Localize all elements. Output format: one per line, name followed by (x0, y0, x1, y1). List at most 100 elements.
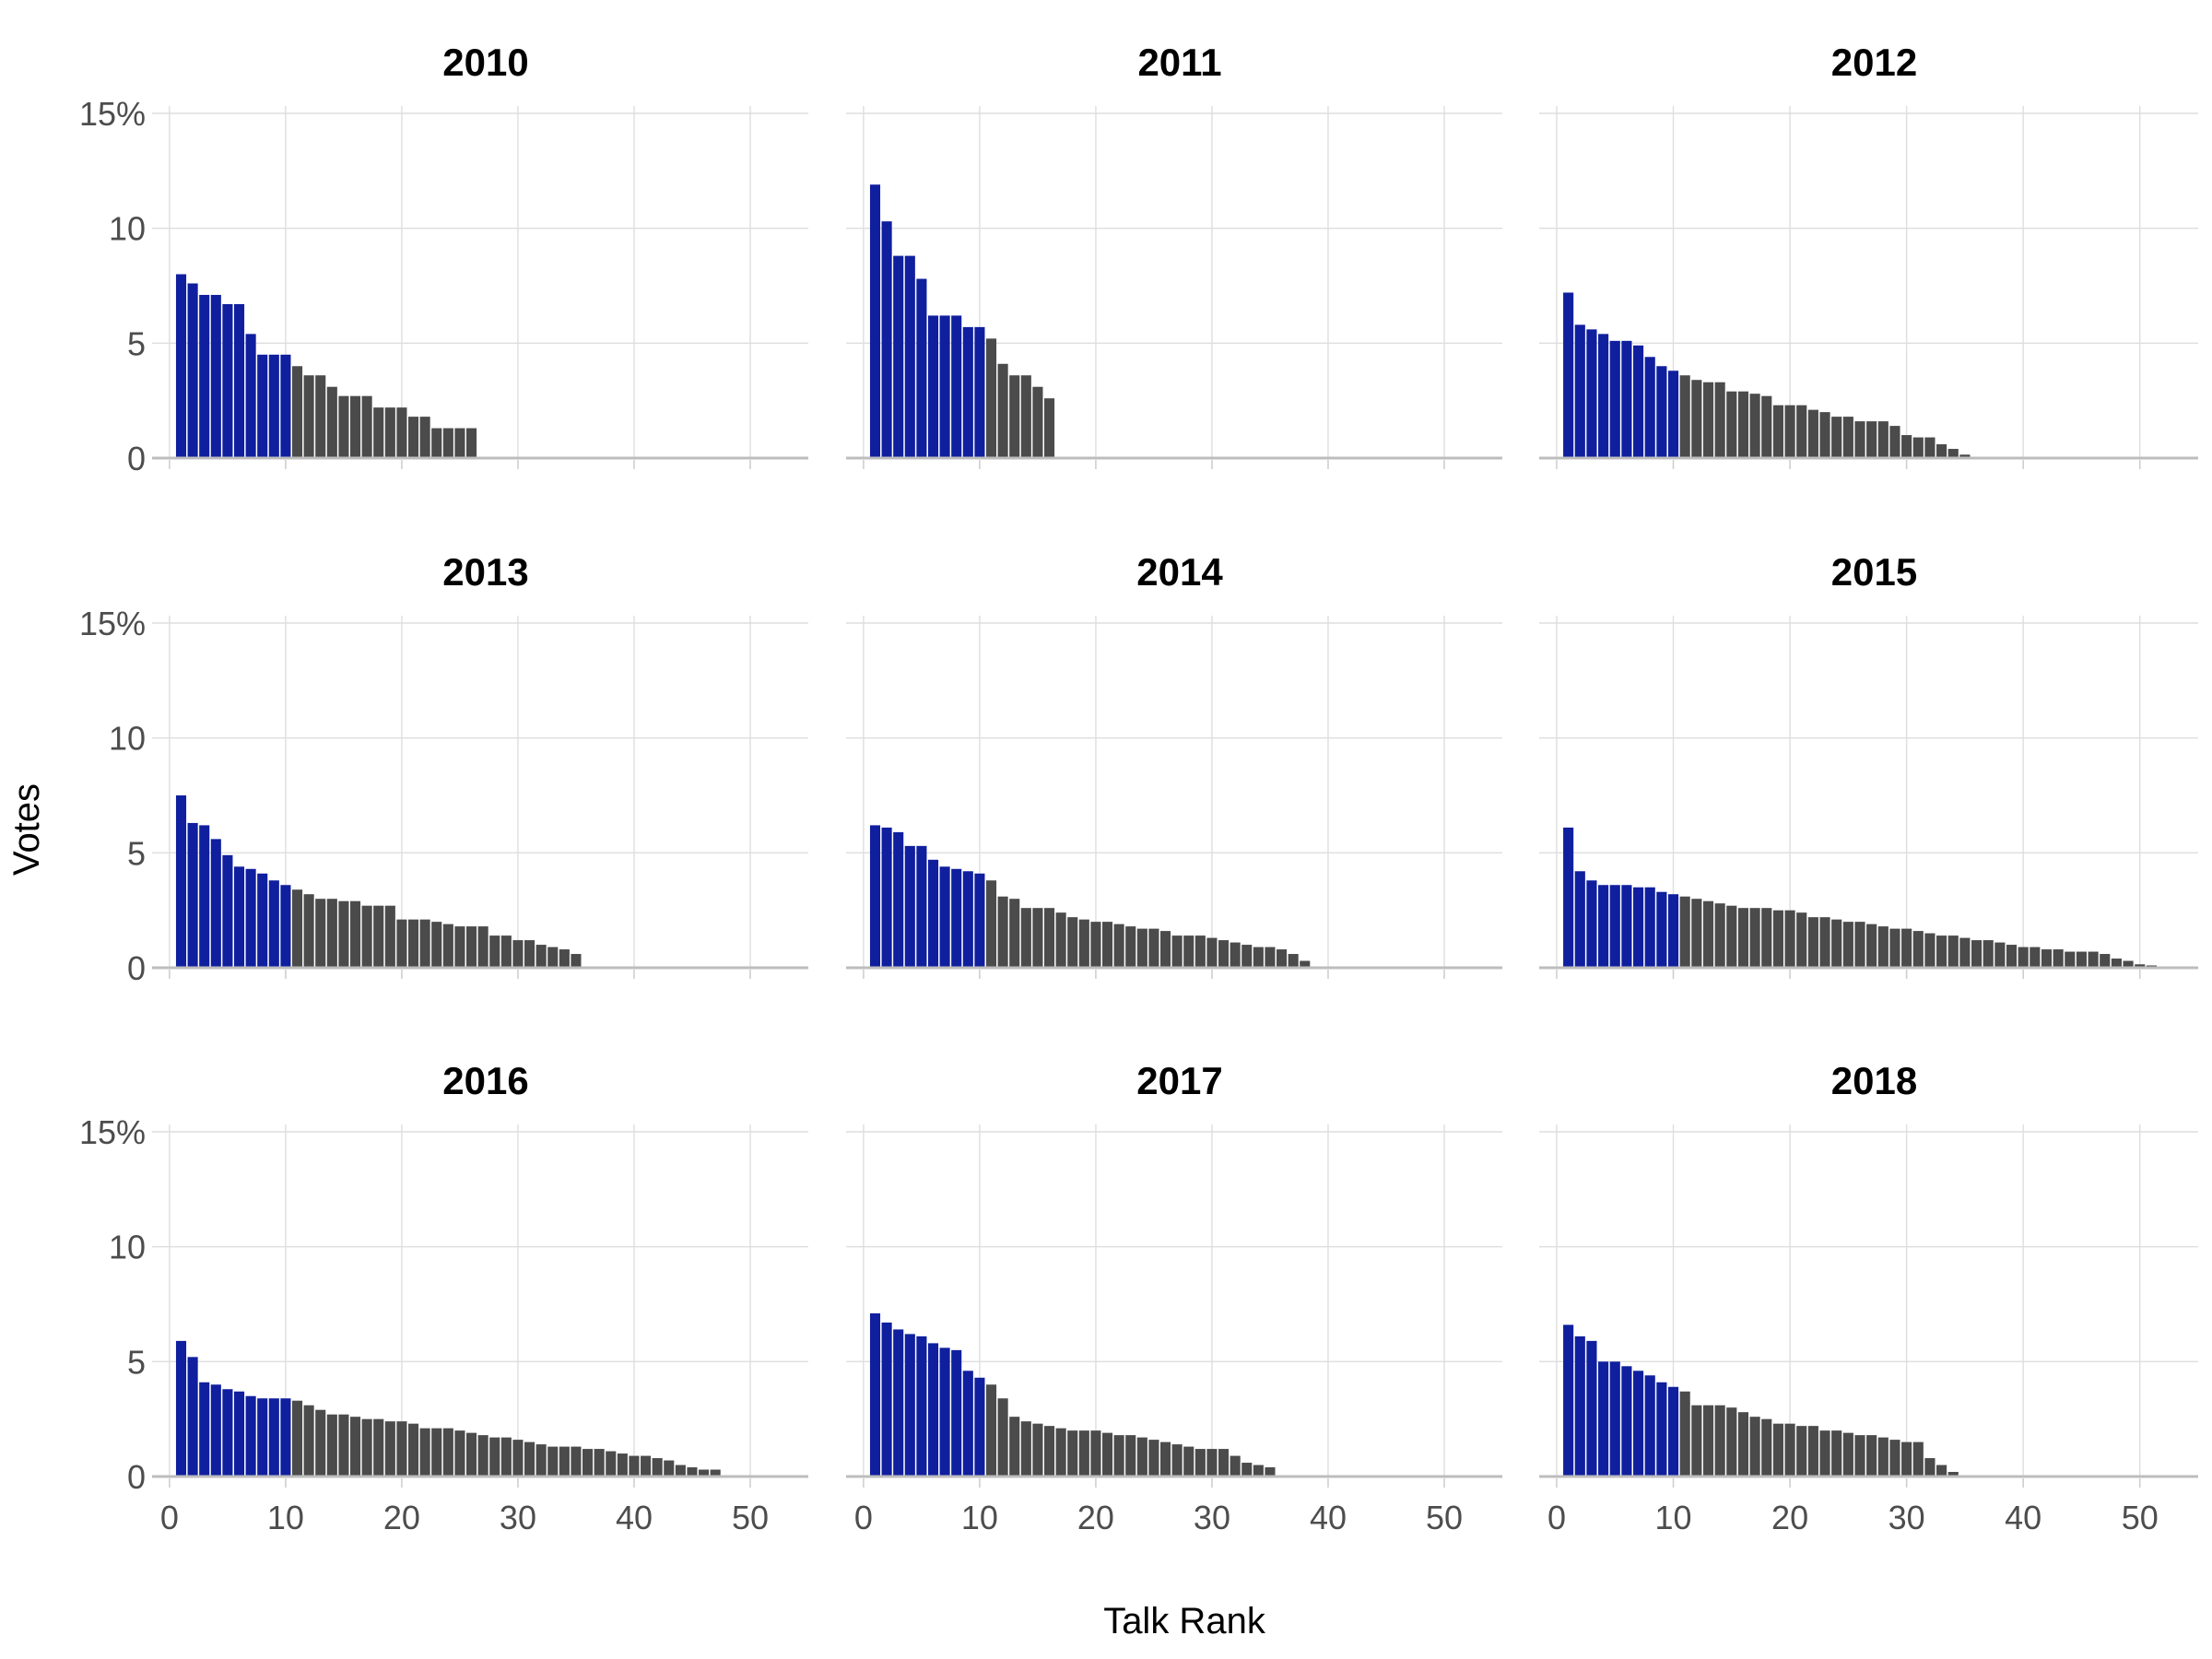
bar (1277, 949, 1288, 968)
bar (187, 1357, 198, 1477)
bar (338, 900, 349, 968)
bar (1194, 1449, 1206, 1477)
bar (1194, 935, 1206, 968)
bar (384, 1421, 395, 1477)
bar (1866, 924, 1877, 968)
bar (210, 839, 221, 968)
bar (1632, 345, 1644, 458)
bar (1043, 1426, 1055, 1477)
bar (361, 395, 372, 458)
bar (1621, 885, 1632, 968)
bar (1784, 1423, 1795, 1477)
bar (2030, 947, 2041, 968)
bar (1819, 917, 1830, 968)
bar (1854, 421, 1865, 458)
bar (985, 880, 997, 968)
bar (1772, 1423, 1783, 1477)
bar (1691, 899, 1702, 968)
bar (245, 868, 256, 968)
bar (1959, 937, 1971, 968)
bar (245, 1395, 256, 1477)
bar (1737, 1412, 1749, 1477)
x-axis-title: Talk Rank (1103, 1601, 1266, 1641)
bar (1574, 871, 1585, 968)
y-tick-label: 5 (127, 324, 146, 362)
bar (1831, 417, 1842, 458)
bar (893, 255, 904, 458)
bar (1901, 928, 1912, 968)
bar (384, 407, 395, 458)
bar (1160, 931, 1171, 968)
bar (1737, 908, 1749, 968)
bar (974, 873, 985, 968)
bar (997, 363, 1008, 458)
panel-title: 2013 (442, 550, 528, 594)
bar (1761, 395, 1772, 458)
bar (1936, 444, 1947, 458)
x-tick-label: 50 (732, 1499, 769, 1536)
bar (1009, 375, 1020, 458)
y-tick-label: 10 (109, 720, 146, 758)
bar (1737, 391, 1749, 458)
bar (869, 1312, 881, 1477)
bar (1983, 940, 1994, 968)
bar (1136, 1437, 1147, 1477)
bar (1183, 1446, 1194, 1477)
bar (338, 395, 349, 458)
bar (1598, 1361, 1609, 1477)
bar (222, 1389, 233, 1477)
y-tick-label: 15% (79, 605, 146, 642)
bar (1020, 375, 1031, 458)
bar (442, 428, 453, 458)
bar (881, 827, 892, 968)
bar (997, 1398, 1008, 1477)
bar (1265, 1467, 1276, 1477)
bar (571, 954, 582, 968)
bar (582, 1449, 594, 1477)
bar (939, 1347, 950, 1477)
bar (1819, 1430, 1830, 1477)
panel-2012: 2012 (1539, 41, 2198, 469)
bar (349, 1417, 361, 1477)
bar (1609, 885, 1620, 968)
bar (454, 926, 465, 968)
panel-2017: 2017 0 10 20 30 40 50 (846, 1059, 1502, 1536)
bar (1936, 935, 1947, 968)
bar (1912, 1441, 1924, 1477)
bar (280, 885, 291, 968)
bar (1842, 1432, 1853, 1477)
bar (199, 825, 210, 968)
y-tick-label: 15% (79, 1113, 146, 1151)
panel-title: 2010 (442, 41, 528, 84)
bar (268, 1398, 279, 1477)
bar (303, 894, 314, 968)
bar (985, 338, 997, 458)
bar (1679, 1391, 1690, 1477)
bar (315, 375, 326, 458)
bar (1090, 922, 1101, 968)
bar (1994, 942, 2006, 968)
bar (326, 899, 337, 968)
bar (315, 899, 326, 968)
bar (1889, 1440, 1900, 1477)
bar (1936, 1465, 1947, 1477)
bar (904, 255, 915, 458)
bar (881, 221, 892, 459)
bar (1148, 1440, 1159, 1477)
bar (951, 1349, 962, 1477)
bar (1761, 1418, 1772, 1477)
x-tick-label: 0 (160, 1499, 179, 1536)
bar (1632, 1371, 1644, 1477)
bar (1959, 454, 1971, 458)
bar (489, 935, 500, 968)
bar (1241, 945, 1253, 968)
bar (1866, 421, 1877, 458)
bar (1679, 375, 1690, 458)
bar (1183, 935, 1194, 968)
bar (477, 926, 488, 968)
bar (916, 278, 927, 458)
x-tick-label: 30 (1888, 1499, 1925, 1536)
bar (1749, 1417, 1760, 1477)
bar (1055, 1428, 1066, 1477)
bar (1947, 935, 1959, 968)
